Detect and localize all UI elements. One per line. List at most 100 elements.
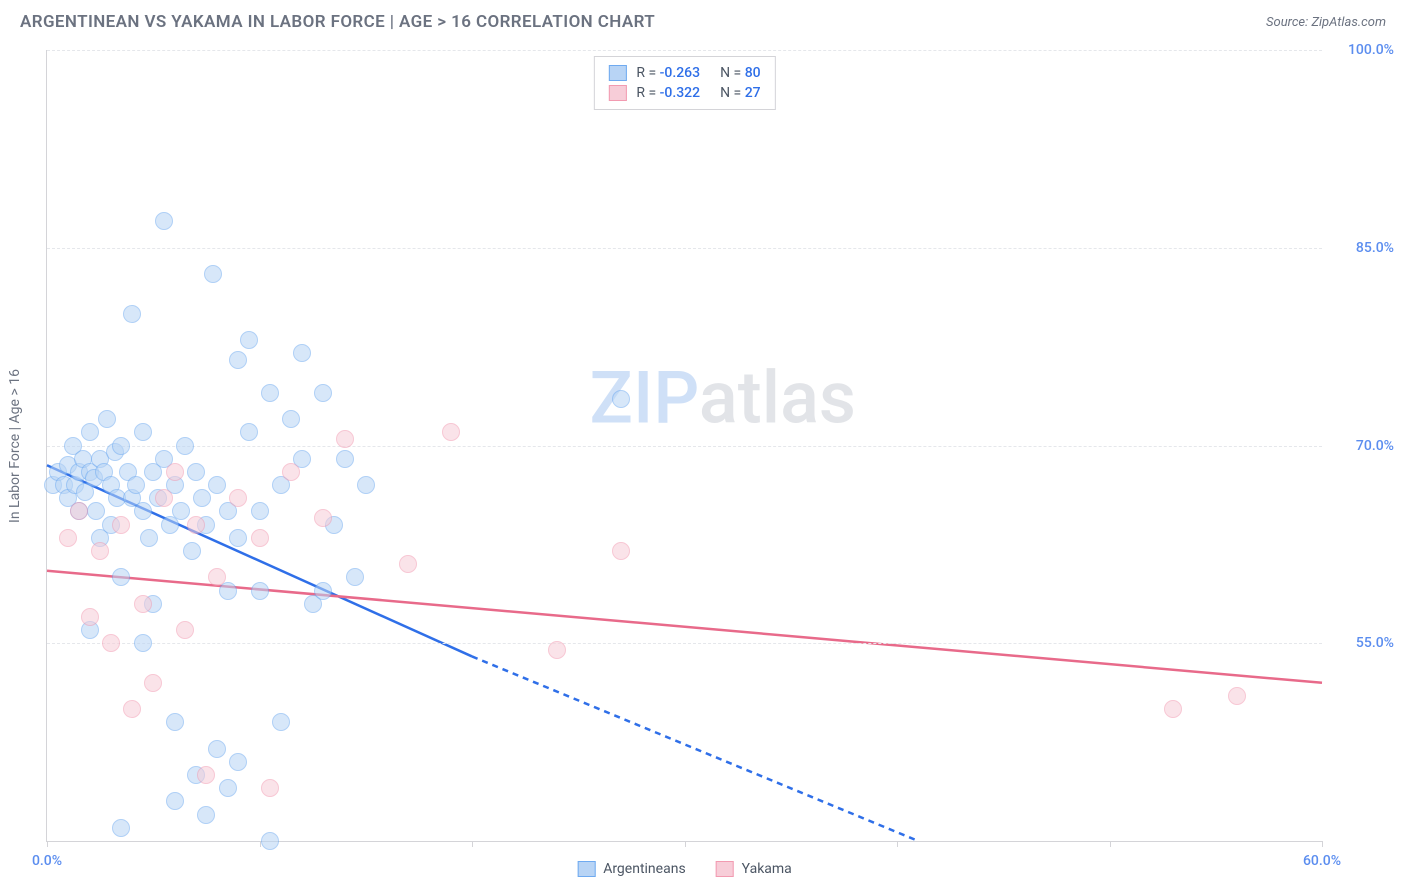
legend-r: R = -0.322: [636, 85, 700, 101]
data-point: [219, 779, 237, 797]
data-point: [346, 568, 364, 586]
data-point: [70, 502, 88, 520]
data-point: [187, 516, 205, 534]
data-point: [127, 476, 145, 494]
legend-n: N = 80: [720, 65, 761, 81]
data-point: [187, 463, 205, 481]
data-point: [176, 621, 194, 639]
regression-line: [47, 571, 1322, 683]
data-point: [251, 529, 269, 547]
data-point: [166, 463, 184, 481]
data-point: [229, 489, 247, 507]
data-point: [229, 351, 247, 369]
data-point: [208, 740, 226, 758]
x-tick: [1322, 841, 1323, 847]
legend-swatch: [608, 85, 626, 101]
data-point: [442, 423, 460, 441]
data-point: [155, 489, 173, 507]
legend-swatch: [716, 861, 734, 877]
data-point: [87, 502, 105, 520]
data-point: [251, 502, 269, 520]
data-point: [251, 582, 269, 600]
data-point: [98, 410, 116, 428]
x-tick: [472, 841, 473, 847]
gridline: [47, 248, 1322, 249]
data-point: [123, 305, 141, 323]
data-point: [336, 450, 354, 468]
regression-line: [472, 656, 918, 841]
y-tick-label: 100.0%: [1348, 42, 1394, 58]
x-tick: [47, 841, 48, 847]
data-point: [399, 555, 417, 573]
data-point: [357, 476, 375, 494]
data-point: [314, 384, 332, 402]
chart-source: Source: ZipAtlas.com: [1266, 15, 1386, 30]
data-point: [282, 463, 300, 481]
data-point: [314, 582, 332, 600]
data-point: [193, 489, 211, 507]
data-point: [172, 502, 190, 520]
data-point: [166, 713, 184, 731]
legend-label: Yakama: [742, 861, 792, 877]
data-point: [134, 502, 152, 520]
data-point: [240, 331, 258, 349]
legend-item: Yakama: [716, 861, 792, 877]
chart-area: In Labor Force | Age > 16 ZIPatlas 55.0%…: [46, 50, 1322, 842]
chart-title: ARGENTINEAN VS YAKAMA IN LABOR FORCE | A…: [20, 12, 655, 32]
x-tick: [897, 841, 898, 847]
data-point: [112, 568, 130, 586]
data-point: [144, 674, 162, 692]
data-point: [155, 212, 173, 230]
data-point: [123, 700, 141, 718]
source-prefix: Source:: [1266, 15, 1311, 30]
y-tick-label: 70.0%: [1356, 438, 1394, 454]
data-point: [314, 509, 332, 527]
data-point: [208, 568, 226, 586]
data-point: [1164, 700, 1182, 718]
data-point: [548, 641, 566, 659]
y-axis-title: In Labor Force | Age > 16: [7, 369, 23, 523]
data-point: [140, 529, 158, 547]
data-point: [229, 753, 247, 771]
data-point: [282, 410, 300, 428]
data-point: [102, 634, 120, 652]
source-name: ZipAtlas.com: [1311, 15, 1386, 30]
gridline: [47, 643, 1322, 644]
data-point: [134, 634, 152, 652]
data-point: [204, 265, 222, 283]
plot-area: ZIPatlas 55.0%70.0%85.0%100.0%0.0%60.0%: [47, 50, 1322, 841]
y-tick-label: 55.0%: [1356, 635, 1394, 651]
legend-label: Argentineans: [603, 861, 685, 877]
data-point: [612, 542, 630, 560]
data-point: [112, 437, 130, 455]
data-point: [176, 437, 194, 455]
legend-series: Argentineans Yakama: [577, 861, 792, 877]
data-point: [261, 779, 279, 797]
data-point: [293, 344, 311, 362]
chart-header: ARGENTINEAN VS YAKAMA IN LABOR FORCE | A…: [0, 0, 1406, 40]
gridline: [47, 446, 1322, 447]
x-tick-label: 0.0%: [32, 853, 62, 869]
legend-swatch: [608, 65, 626, 81]
data-point: [208, 476, 226, 494]
data-point: [272, 713, 290, 731]
x-tick: [685, 841, 686, 847]
legend-stat-row: R = -0.263N = 80: [608, 63, 760, 83]
x-tick-label: 60.0%: [1303, 853, 1341, 869]
data-point: [112, 819, 130, 837]
data-point: [197, 806, 215, 824]
legend-item: Argentineans: [577, 861, 685, 877]
data-point: [336, 430, 354, 448]
legend-stats: R = -0.263N = 80R = -0.322N = 27: [593, 56, 775, 110]
data-point: [197, 766, 215, 784]
data-point: [261, 384, 279, 402]
data-point: [183, 542, 201, 560]
gridline: [47, 50, 1322, 51]
data-point: [81, 423, 99, 441]
data-point: [612, 390, 630, 408]
data-point: [229, 529, 247, 547]
data-point: [81, 608, 99, 626]
x-tick: [1110, 841, 1111, 847]
y-tick-label: 85.0%: [1356, 240, 1394, 256]
data-point: [166, 792, 184, 810]
